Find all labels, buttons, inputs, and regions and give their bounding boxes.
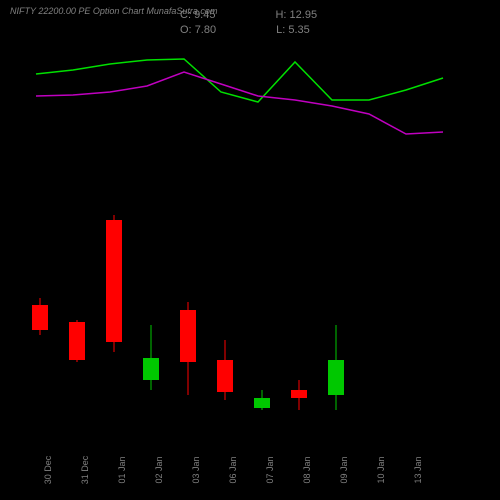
x-axis-label: 31 Dec bbox=[80, 456, 90, 485]
candle-body bbox=[180, 310, 196, 362]
candle-body bbox=[69, 322, 85, 360]
indicator-line-2 bbox=[36, 72, 443, 134]
candlestick-area bbox=[20, 190, 480, 420]
x-axis-label: 09 Jan bbox=[339, 456, 349, 483]
x-axis-label: 02 Jan bbox=[154, 456, 164, 483]
candle-body bbox=[291, 390, 307, 398]
x-axis-labels: 30 Dec 31 Dec 01 Jan 02 Jan 03 Jan 06 Jan 07 J… bbox=[20, 425, 480, 495]
x-axis-label: 03 Jan bbox=[191, 456, 201, 483]
x-axis-label: 30 Dec bbox=[43, 456, 53, 485]
indicator-lines bbox=[20, 40, 480, 200]
x-axis-label: 07 Jan bbox=[265, 456, 275, 483]
close-value: C: 9.45 bbox=[180, 8, 215, 23]
chart-plot-area bbox=[20, 40, 480, 420]
x-axis-label: 08 Jan bbox=[302, 456, 312, 483]
indicator-line-1 bbox=[36, 59, 443, 102]
x-axis-label: 01 Jan bbox=[117, 456, 127, 483]
candle-body bbox=[106, 220, 122, 342]
high-value: H: 12.95 bbox=[275, 8, 317, 23]
ohlc-display: C: 9.45 H: 12.95 O: 7.80 L: 5.35 bbox=[180, 8, 317, 39]
candle-body bbox=[328, 360, 344, 395]
x-axis-label: 13 Jan bbox=[413, 456, 423, 483]
open-value: O: 7.80 bbox=[180, 23, 216, 38]
candle-body bbox=[143, 358, 159, 380]
candle-body bbox=[32, 305, 48, 330]
x-axis-label: 06 Jan bbox=[228, 456, 238, 483]
candle-body bbox=[217, 360, 233, 392]
candle-body bbox=[254, 398, 270, 408]
x-axis-label: 10 Jan bbox=[376, 456, 386, 483]
low-value: L: 5.35 bbox=[276, 23, 310, 38]
